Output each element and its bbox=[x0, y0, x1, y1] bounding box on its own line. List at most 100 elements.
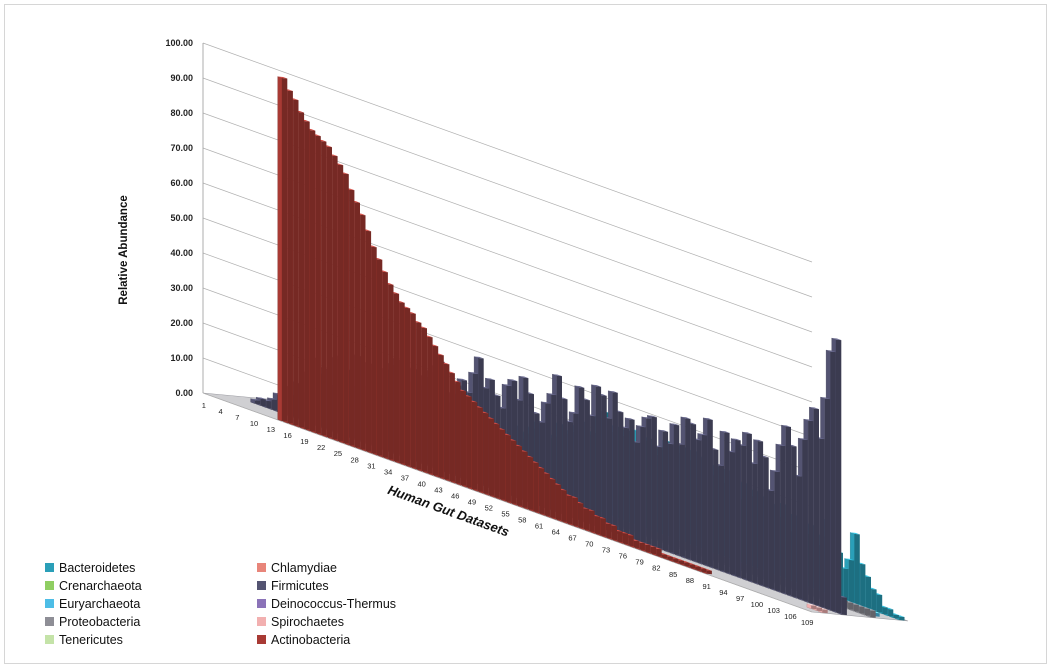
bar-side bbox=[724, 432, 730, 573]
bar-top bbox=[781, 425, 791, 427]
bar-side bbox=[578, 503, 584, 528]
bar-side bbox=[618, 411, 624, 535]
bar-side bbox=[438, 354, 444, 478]
bar-side bbox=[544, 473, 550, 516]
bar-side bbox=[848, 559, 855, 603]
x-tick-label: 52 bbox=[485, 503, 493, 512]
bar-side bbox=[701, 434, 708, 565]
bar-top bbox=[608, 390, 618, 393]
bar-side bbox=[650, 546, 657, 555]
legend-label: Euryarchaeota bbox=[59, 597, 140, 611]
bar-side bbox=[354, 202, 360, 448]
bar-side bbox=[562, 398, 568, 515]
bar-side bbox=[399, 302, 405, 464]
legend-swatch bbox=[257, 599, 266, 608]
bar-top bbox=[831, 338, 842, 341]
x-tick-label: 10 bbox=[250, 419, 258, 428]
bar-top bbox=[636, 425, 646, 428]
bar-side bbox=[382, 271, 388, 458]
bar-side bbox=[646, 418, 652, 545]
bar-side bbox=[791, 446, 797, 597]
bar-side bbox=[874, 612, 880, 617]
bar-side bbox=[271, 399, 277, 411]
legend-label: Crenarchaeota bbox=[59, 579, 142, 593]
bar-side bbox=[668, 443, 674, 553]
y-axis-ticks: 0.00 10.00 20.00 30.00 40.00 50.00 60.00 70.00 8… bbox=[165, 38, 193, 398]
bar-side bbox=[843, 568, 849, 601]
bar-side bbox=[343, 173, 349, 444]
bar-side bbox=[282, 78, 288, 422]
x-tick-label: 37 bbox=[401, 473, 409, 482]
bar-side bbox=[590, 415, 596, 525]
bar-side bbox=[483, 412, 489, 494]
x-tick-label: 91 bbox=[702, 582, 710, 591]
bar-top bbox=[844, 558, 855, 561]
bar-side bbox=[488, 418, 495, 496]
y-tick-label: 70.00 bbox=[170, 143, 193, 153]
bar-side bbox=[860, 563, 866, 607]
bar-side bbox=[746, 433, 752, 581]
bar-side bbox=[583, 508, 589, 530]
x-tick-label: 16 bbox=[283, 431, 291, 440]
x-tick-label: 25 bbox=[334, 449, 342, 458]
bar-side bbox=[579, 387, 585, 521]
bar-top bbox=[680, 416, 691, 419]
bar-side bbox=[729, 451, 736, 575]
chart-border bbox=[4, 4, 1047, 664]
bar-top bbox=[552, 374, 562, 377]
bar-side bbox=[757, 441, 764, 585]
bar-side bbox=[752, 463, 758, 583]
legend-label: Chlamydiae bbox=[271, 561, 337, 575]
bar-side bbox=[656, 548, 662, 557]
bar-side bbox=[572, 497, 578, 526]
bar-side bbox=[533, 462, 539, 512]
x-tick-label: 79 bbox=[635, 558, 643, 567]
bar-side bbox=[611, 525, 617, 541]
bar-side bbox=[859, 606, 865, 614]
bar-top bbox=[753, 439, 764, 442]
x-tick-label: 4 bbox=[218, 407, 222, 416]
bar-side bbox=[816, 607, 823, 612]
bar-side bbox=[377, 259, 383, 456]
bar-side bbox=[505, 434, 511, 502]
bar-side bbox=[371, 246, 377, 454]
bar-top bbox=[775, 443, 786, 446]
bar-side bbox=[639, 542, 645, 551]
bar-side bbox=[628, 535, 634, 547]
x-tick-label: 58 bbox=[518, 516, 526, 525]
bar-side bbox=[836, 339, 842, 614]
legend-swatch bbox=[257, 563, 266, 572]
bar-top bbox=[647, 415, 657, 418]
bar-top bbox=[641, 416, 652, 419]
bar-side bbox=[876, 594, 883, 613]
x-tick-label: 85 bbox=[669, 570, 677, 579]
bar-top bbox=[569, 411, 579, 414]
y-tick-label: 30.00 bbox=[170, 283, 193, 293]
legend-label: Actinobacteria bbox=[271, 633, 350, 647]
gridline bbox=[202, 77, 813, 298]
bar-side bbox=[298, 112, 305, 428]
x-tick-label: 88 bbox=[686, 576, 694, 585]
bar-top bbox=[697, 433, 708, 436]
x-tick-label: 40 bbox=[418, 479, 426, 488]
bar-side bbox=[332, 155, 338, 440]
bar-side bbox=[695, 566, 701, 571]
x-tick-label: 46 bbox=[451, 491, 459, 500]
bar-side bbox=[813, 408, 819, 606]
bar-side bbox=[678, 560, 684, 565]
bar-side bbox=[601, 395, 607, 529]
bar-side bbox=[763, 457, 769, 587]
x-axis-ticks: 1 4 7 10 13 16 19 22 25 28 31 34 37 40 43 46 49 52 55 58 61 6… bbox=[202, 401, 814, 627]
bar-top bbox=[703, 417, 713, 420]
bar-side bbox=[684, 562, 690, 567]
bar-side bbox=[466, 396, 472, 488]
bar-side bbox=[623, 427, 629, 537]
x-tick-label: 100 bbox=[751, 600, 764, 609]
x-tick-label: 43 bbox=[434, 485, 442, 494]
bar-side bbox=[841, 597, 847, 616]
bar-side bbox=[606, 523, 612, 539]
bar-top bbox=[806, 603, 817, 606]
bar-side bbox=[595, 386, 602, 527]
bar-side bbox=[769, 490, 775, 589]
